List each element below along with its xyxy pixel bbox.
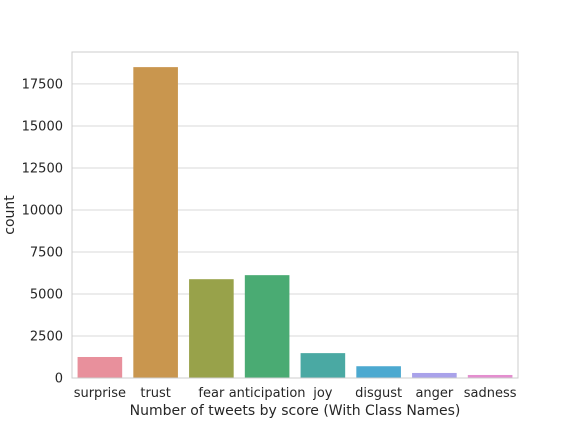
- x-tick-label: sadness: [464, 386, 517, 401]
- x-tick-label: fear: [198, 386, 225, 401]
- plot-frame: [71, 51, 519, 379]
- y-tick-label: 12500: [22, 161, 63, 176]
- bar-anticipation: [244, 275, 290, 378]
- y-tick-label: 15000: [22, 119, 63, 134]
- bars: [77, 67, 513, 378]
- x-tick-label: disgust: [355, 386, 402, 401]
- x-tick-label: anticipation: [229, 386, 306, 401]
- bar-trust: [133, 67, 178, 378]
- x-tick-label: trust: [140, 386, 171, 401]
- y-tick-label: 7500: [30, 245, 63, 260]
- x-tick-label: anger: [415, 386, 453, 401]
- y-tick-label: 5000: [30, 287, 63, 302]
- x-tick-labels: surprise trust fear anticipation joy disgust a…: [74, 386, 517, 401]
- y-tick-labels: 0 2500 5000 7500 10000 12500 15000 17500: [22, 77, 63, 386]
- y-tick-label: 2500: [30, 329, 63, 344]
- y-tick-label: 17500: [22, 77, 63, 92]
- y-tick-label: 0: [55, 372, 63, 387]
- bar-disgust: [356, 366, 401, 378]
- y-axis-label: count: [2, 195, 18, 235]
- bar-joy: [300, 353, 346, 378]
- bar-fear: [189, 279, 234, 378]
- bar-anger: [412, 372, 457, 378]
- x-tick-label: joy: [312, 386, 333, 401]
- bar-surprise: [77, 356, 123, 378]
- bar-sadness: [467, 374, 513, 378]
- x-axis-label: Number of tweets by score (With Class Na…: [130, 403, 461, 419]
- x-tick-label: surprise: [74, 386, 126, 401]
- y-tick-label: 10000: [22, 203, 63, 218]
